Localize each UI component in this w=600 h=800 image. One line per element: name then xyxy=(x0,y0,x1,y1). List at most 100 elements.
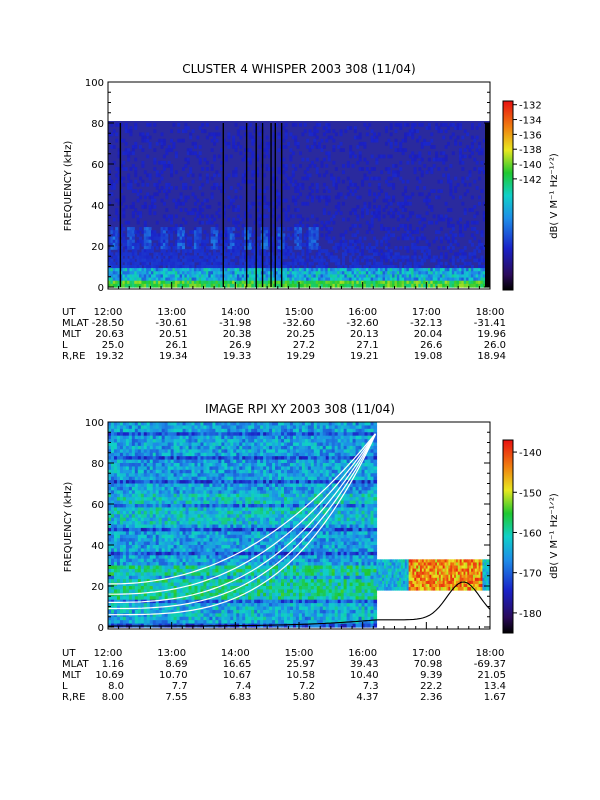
spectrogram-cell xyxy=(215,227,219,231)
spectrogram-cell xyxy=(125,493,130,498)
spectrogram-cell xyxy=(389,126,393,130)
spectrogram-cell xyxy=(418,135,422,140)
spectrogram-cell xyxy=(140,504,145,509)
spectrogram-cell xyxy=(248,274,252,279)
spectrogram-cell xyxy=(173,469,178,474)
spectrogram-cell xyxy=(439,271,443,275)
spectrogram-cell xyxy=(310,227,314,231)
spectrogram-cell xyxy=(143,514,148,519)
spectrogram-cell xyxy=(108,239,111,244)
spectrogram-cell xyxy=(373,198,376,203)
spectrogram-cell xyxy=(173,500,178,505)
spectrogram-cell xyxy=(468,252,472,257)
spectrogram-cell xyxy=(131,486,136,491)
spectrogram-cell xyxy=(251,179,255,184)
spectrogram-cell xyxy=(158,452,163,457)
spectrogram-cell xyxy=(158,239,162,244)
spectrogram-cell xyxy=(128,575,133,580)
spectrogram-cell xyxy=(229,227,233,231)
spectrogram-cell xyxy=(149,500,154,505)
spectrogram-cell xyxy=(387,176,391,181)
spectrogram-cell xyxy=(227,173,231,178)
spectrogram-cell xyxy=(177,123,181,127)
spectrogram-cell xyxy=(119,164,123,168)
spectrogram-cell xyxy=(143,531,148,536)
spectrogram-cell xyxy=(392,198,396,203)
spectrogram-cell xyxy=(148,274,152,279)
spectrogram-cell xyxy=(125,527,130,532)
spectrogram-cell xyxy=(435,220,439,225)
spectrogram-cell xyxy=(437,217,441,222)
spectrogram-cell xyxy=(189,170,193,175)
spectrogram-cell xyxy=(320,220,324,225)
spectrogram-cell xyxy=(258,195,262,200)
spectrogram-cell xyxy=(437,230,441,234)
spectrogram-cell xyxy=(478,264,482,269)
spectrogram-cell xyxy=(251,242,255,247)
spectrogram-cell xyxy=(155,534,160,539)
spectrogram-cell xyxy=(220,255,224,260)
spectrogram-cell xyxy=(173,439,178,444)
spectrogram-cell xyxy=(125,459,130,464)
spectrogram-cell xyxy=(478,239,482,244)
spectrogram-cell xyxy=(205,160,209,165)
spectrogram-cell xyxy=(373,264,376,269)
spectrogram-cell xyxy=(284,123,288,127)
spectrogram-cell xyxy=(224,233,228,238)
spectrogram-cell xyxy=(164,486,169,491)
spectrogram-cell xyxy=(131,517,136,522)
spectrogram-cell xyxy=(244,277,248,282)
spectrogram-cell xyxy=(165,186,169,190)
spectrogram-cell xyxy=(387,280,391,285)
spectrogram-cell xyxy=(149,606,154,611)
spectrogram-cell xyxy=(370,135,374,140)
spectrogram-cell xyxy=(137,517,142,522)
spectrogram-cell xyxy=(327,157,331,162)
spectrogram-cell xyxy=(435,271,439,275)
spectrogram-cell xyxy=(155,422,160,427)
spectrogram-cell xyxy=(301,182,305,187)
spectrogram-cell xyxy=(303,271,307,275)
spectrogram-cell xyxy=(122,274,126,279)
spectrogram-cell xyxy=(387,236,391,241)
spectrogram-cell xyxy=(337,258,341,263)
spectrogram-cell xyxy=(137,480,142,485)
spectrogram-cell xyxy=(358,274,362,279)
spectrogram-cell xyxy=(129,132,133,137)
spectrogram-cell xyxy=(110,480,115,485)
spectrogram-cell xyxy=(150,236,154,241)
spectrogram-cell xyxy=(152,531,157,536)
spectrogram-cell xyxy=(110,562,115,567)
spectrogram-cell xyxy=(229,242,233,247)
spectrogram-cell xyxy=(134,538,139,543)
spectrogram-cell xyxy=(282,233,286,238)
spectrogram-cell xyxy=(236,280,240,285)
spectrogram-cell xyxy=(128,589,133,594)
spectrogram-cell xyxy=(131,469,136,474)
spectrogram-cell xyxy=(478,123,482,127)
spectrogram-cell xyxy=(131,476,136,481)
spectrogram-cell xyxy=(210,255,214,260)
spectrogram-cell xyxy=(122,236,126,241)
spectrogram-cell xyxy=(205,261,209,266)
spectrogram-cell xyxy=(270,268,274,272)
spectrogram-cell xyxy=(108,261,111,266)
spectrogram-cell xyxy=(141,242,145,247)
spectrogram-cell xyxy=(234,223,238,228)
spectrogram-cell xyxy=(186,157,190,162)
spectrogram-cell xyxy=(256,255,260,260)
spectrogram-cell xyxy=(291,261,295,266)
data-gap-line xyxy=(255,123,257,287)
spectrogram-cell xyxy=(140,586,145,591)
spectrogram-cell xyxy=(189,236,193,241)
spectrogram-cell xyxy=(246,205,250,209)
spectrogram-cell xyxy=(239,151,243,156)
spectrogram-cell xyxy=(189,167,193,171)
spectrogram-cell xyxy=(173,442,178,447)
spectrogram-cell xyxy=(131,565,136,570)
spectrogram-cell xyxy=(229,186,233,190)
spectrogram-cell xyxy=(167,456,172,461)
spectrogram-cell xyxy=(267,201,271,206)
spectrogram-cell xyxy=(131,233,135,238)
spectrogram-cell xyxy=(110,445,115,450)
